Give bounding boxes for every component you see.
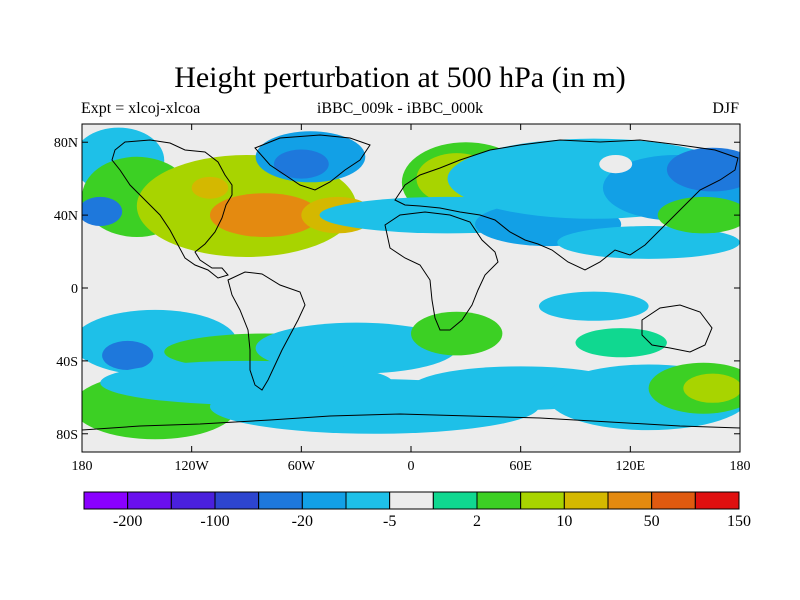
colorbar-swatch xyxy=(432,491,478,510)
colorbar-swatch xyxy=(170,491,216,510)
lon-tick-label: 120E xyxy=(616,459,646,474)
colorbar-swatch xyxy=(651,491,696,510)
field-blob xyxy=(538,291,649,321)
field-blob xyxy=(255,322,457,374)
field-blob xyxy=(557,226,740,259)
colorbar-swatch xyxy=(563,491,609,510)
colorbar-swatch xyxy=(607,491,653,510)
colorbar-swatch xyxy=(345,491,391,510)
coast-antarctica xyxy=(82,413,740,431)
field-blob xyxy=(683,373,740,403)
field-blob xyxy=(657,196,740,234)
map-area: 80N 40N 0 40S 80S 180 120W 60W 0 60E 120E 180 xyxy=(54,123,751,474)
coast-greenland xyxy=(254,134,371,191)
colorbar-swatch xyxy=(520,491,565,510)
colorbar-swatch xyxy=(476,491,522,510)
colorbar-label: -200 xyxy=(113,513,142,530)
field-blob xyxy=(102,340,154,370)
lat-axis: 80N 40N 0 40S 80S xyxy=(54,136,740,443)
height-field xyxy=(82,127,740,440)
colorbar-swatch xyxy=(694,491,740,510)
field-blob xyxy=(273,149,329,179)
colorbar: -200 -100 -20 -5 2 10 50 150 xyxy=(83,491,751,530)
experiment-label: Expt = xlcoj-xlcoa xyxy=(81,100,201,117)
field-blob xyxy=(82,196,123,227)
colorbar-label: 10 xyxy=(556,513,572,530)
lon-tick-label: 180 xyxy=(730,459,751,474)
coast-australia xyxy=(641,304,713,353)
colorbar-swatch xyxy=(127,491,172,510)
colorbar-label: -100 xyxy=(200,513,229,530)
lat-tick-label: 80S xyxy=(56,428,78,443)
comparison-label: iBBC_009k - iBBC_000k xyxy=(316,100,484,117)
colorbar-swatch xyxy=(83,491,129,510)
field-blob xyxy=(209,193,320,237)
coast-south-america xyxy=(227,271,306,391)
lon-tick-label: 180 xyxy=(72,459,93,474)
field-blob xyxy=(575,328,667,358)
plot-title: Height perturbation at 500 hPa (in m) xyxy=(174,61,626,94)
lat-tick-label: 80N xyxy=(54,136,78,151)
lon-axis: 180 120W 60W 0 60E 120E 180 xyxy=(72,124,751,474)
lon-tick-label: 120W xyxy=(175,459,210,474)
coast-north-america xyxy=(111,139,233,279)
lon-tick-label: 60E xyxy=(509,459,532,474)
colorbar-swatch xyxy=(258,491,303,510)
colorbar-swatch xyxy=(389,491,434,510)
colorbar-label: 150 xyxy=(727,513,751,530)
field-blob xyxy=(666,147,740,192)
field-blob xyxy=(191,176,229,199)
lon-tick-label: 60W xyxy=(288,459,316,474)
lat-tick-label: 40N xyxy=(54,209,78,224)
colorbar-swatch xyxy=(301,491,347,510)
colorbar-label: -20 xyxy=(292,513,313,530)
colorbar-label: 2 xyxy=(473,513,481,530)
colorbar-label: 50 xyxy=(644,513,660,530)
lat-tick-label: 40S xyxy=(56,355,78,370)
season-label: DJF xyxy=(712,100,739,117)
colorbar-label: -5 xyxy=(383,513,396,530)
field-blob xyxy=(411,311,503,356)
field-blob xyxy=(599,154,633,174)
lon-tick-label: 0 xyxy=(408,459,415,474)
coast-africa xyxy=(384,211,499,331)
lat-tick-label: 0 xyxy=(71,282,78,297)
colorbar-swatch xyxy=(214,491,260,510)
coast-eurasia xyxy=(394,139,739,271)
coastlines xyxy=(82,134,740,431)
